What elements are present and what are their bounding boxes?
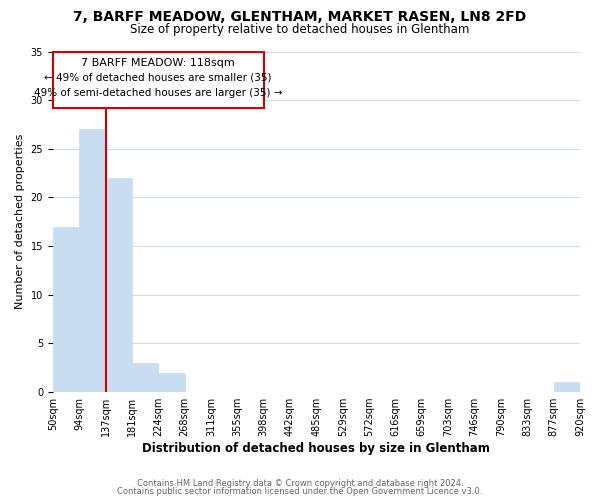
- Bar: [106, 178, 132, 392]
- Text: 7, BARFF MEADOW, GLENTHAM, MARKET RASEN, LN8 2FD: 7, BARFF MEADOW, GLENTHAM, MARKET RASEN,…: [73, 10, 527, 24]
- Bar: [132, 363, 158, 392]
- Text: Contains public sector information licensed under the Open Government Licence v3: Contains public sector information licen…: [118, 487, 482, 496]
- Y-axis label: Number of detached properties: Number of detached properties: [15, 134, 25, 310]
- Text: Size of property relative to detached houses in Glentham: Size of property relative to detached ho…: [130, 22, 470, 36]
- FancyBboxPatch shape: [53, 52, 263, 108]
- Text: Contains HM Land Registry data © Crown copyright and database right 2024.: Contains HM Land Registry data © Crown c…: [137, 478, 463, 488]
- Text: 7 BARFF MEADOW: 118sqm: 7 BARFF MEADOW: 118sqm: [82, 58, 235, 68]
- Bar: [79, 130, 106, 392]
- Bar: [554, 382, 580, 392]
- Bar: [53, 226, 79, 392]
- X-axis label: Distribution of detached houses by size in Glentham: Distribution of detached houses by size …: [142, 442, 490, 455]
- Text: 49% of semi-detached houses are larger (35) →: 49% of semi-detached houses are larger (…: [34, 88, 283, 99]
- Bar: [158, 372, 185, 392]
- Text: ← 49% of detached houses are smaller (35): ← 49% of detached houses are smaller (35…: [44, 73, 272, 83]
